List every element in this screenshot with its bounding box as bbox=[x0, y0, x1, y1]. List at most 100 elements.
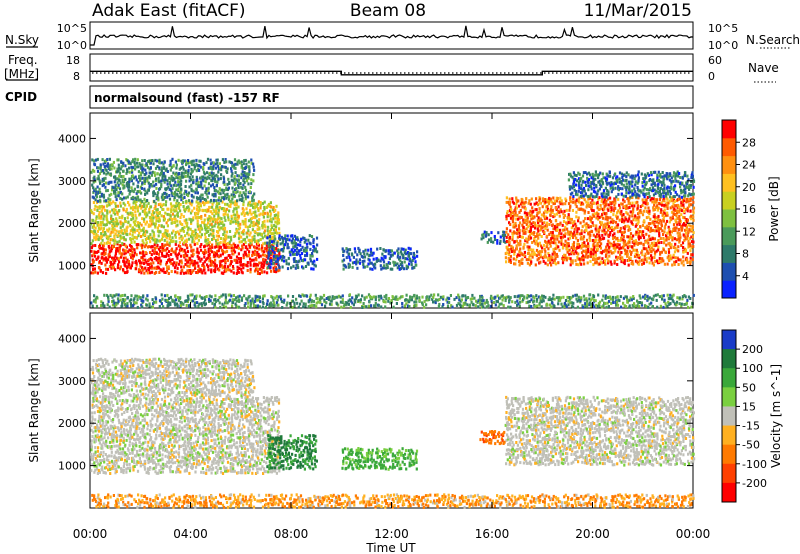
power-cell bbox=[674, 204, 677, 208]
power-cell bbox=[214, 222, 217, 225]
power-cell bbox=[271, 240, 274, 244]
power-cell bbox=[691, 171, 694, 175]
power-cell bbox=[242, 256, 245, 260]
power-cell bbox=[182, 215, 185, 219]
power-cell bbox=[90, 263, 93, 267]
power-cell bbox=[510, 246, 513, 250]
power-cell bbox=[255, 205, 258, 209]
power-cell bbox=[146, 230, 149, 234]
power-cell bbox=[667, 254, 670, 258]
power-cell bbox=[112, 258, 115, 262]
power-cell bbox=[150, 253, 153, 257]
power-cell bbox=[608, 233, 611, 237]
power-cell bbox=[204, 228, 207, 231]
power-cell bbox=[686, 261, 689, 264]
power-cell bbox=[262, 250, 266, 254]
power-cell bbox=[515, 258, 518, 262]
power-cell bbox=[201, 186, 204, 190]
power-cell bbox=[596, 233, 599, 237]
power-cell bbox=[286, 234, 289, 238]
power-cell bbox=[543, 221, 546, 225]
power-cell bbox=[268, 248, 271, 252]
power-cell bbox=[181, 223, 184, 226]
power-cell bbox=[176, 211, 179, 215]
power-cell bbox=[161, 243, 164, 246]
power-cell bbox=[507, 214, 510, 218]
power-cell bbox=[654, 198, 657, 202]
power-cell bbox=[163, 231, 166, 235]
power-cell bbox=[151, 213, 155, 217]
power-cell bbox=[115, 303, 118, 307]
power-cell bbox=[117, 169, 120, 173]
power-cell bbox=[126, 181, 129, 184]
power-cell bbox=[96, 271, 99, 275]
power-cell bbox=[173, 261, 176, 265]
power-cell bbox=[148, 216, 152, 219]
power-cell bbox=[647, 245, 651, 249]
freq-panel: 18 8 60 0 bbox=[66, 53, 722, 83]
power-cell bbox=[217, 170, 220, 174]
power-cell bbox=[181, 226, 185, 230]
power-cell bbox=[218, 228, 221, 232]
power-cell bbox=[233, 245, 236, 249]
power-cell bbox=[399, 255, 402, 259]
power-cell bbox=[248, 244, 251, 248]
power-cell bbox=[663, 174, 666, 178]
power-cell bbox=[643, 247, 646, 251]
power-cell bbox=[583, 241, 586, 245]
power-cell bbox=[232, 195, 235, 199]
power-cell bbox=[222, 243, 225, 247]
power-cell bbox=[270, 251, 273, 255]
power-cell bbox=[687, 223, 690, 227]
power-cell bbox=[166, 195, 169, 199]
power-cell bbox=[97, 191, 100, 194]
power-cell bbox=[204, 226, 207, 230]
power-cell bbox=[657, 245, 660, 249]
power-cell bbox=[264, 258, 267, 262]
power-cell bbox=[147, 201, 150, 205]
power-cell bbox=[685, 200, 688, 204]
power-cell bbox=[577, 227, 580, 231]
power-cell bbox=[580, 246, 583, 250]
power-cell bbox=[578, 186, 581, 190]
power-cell bbox=[152, 162, 155, 166]
power-cell bbox=[155, 159, 159, 163]
power-cell bbox=[647, 222, 650, 226]
power-cell bbox=[140, 206, 143, 210]
power-cell bbox=[573, 252, 576, 256]
power-cell bbox=[277, 214, 280, 218]
power-cell bbox=[210, 261, 213, 265]
power-cell bbox=[648, 234, 651, 238]
power-cell bbox=[215, 264, 218, 268]
power-cell bbox=[656, 176, 659, 180]
power-cell bbox=[643, 219, 646, 223]
power-cell bbox=[515, 217, 518, 221]
power-cell bbox=[267, 225, 270, 229]
power-cell bbox=[207, 189, 210, 193]
power-cell bbox=[277, 248, 280, 252]
power-cell bbox=[250, 161, 253, 165]
power-cell bbox=[154, 297, 158, 301]
power-cell bbox=[133, 163, 136, 167]
power-cell bbox=[526, 220, 529, 224]
power-cell bbox=[93, 169, 96, 173]
power-cell bbox=[599, 171, 602, 175]
power-cell bbox=[224, 264, 227, 268]
power-cell bbox=[543, 230, 546, 234]
power-cell bbox=[617, 192, 620, 196]
power-cell bbox=[499, 235, 502, 239]
power-cell bbox=[272, 210, 276, 213]
power-cell bbox=[369, 250, 373, 254]
power-cell bbox=[278, 266, 281, 270]
power-cell bbox=[366, 264, 369, 268]
power-cell bbox=[691, 258, 694, 262]
power-cell bbox=[142, 205, 145, 209]
power-cell bbox=[142, 220, 146, 223]
power-cell bbox=[105, 260, 108, 264]
power-cell bbox=[521, 205, 524, 209]
power-cell bbox=[107, 165, 110, 169]
power-cell bbox=[117, 191, 120, 195]
power-cell bbox=[272, 217, 275, 221]
power-cell bbox=[118, 239, 121, 243]
power-cell bbox=[393, 263, 396, 267]
